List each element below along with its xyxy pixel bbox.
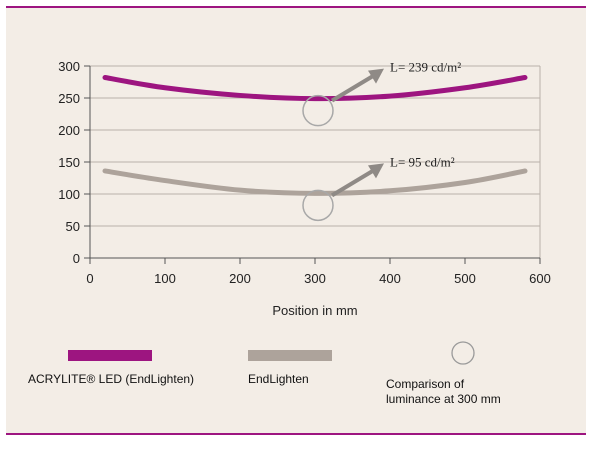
series-lines: [102, 75, 528, 196]
annotations: L= 239 cd/m² L= 95 cd/m²: [302, 60, 461, 222]
y-tick-label: 50: [66, 219, 80, 234]
x-axis-title: Position in mm: [272, 303, 357, 318]
legend-swatch-acrylite-led: [68, 350, 152, 361]
x-tick-label: 100: [154, 271, 176, 286]
grid: [90, 65, 541, 258]
arrow-head: [368, 163, 384, 179]
x-tick-label: 0: [86, 271, 93, 286]
comparison-circle: [302, 189, 334, 222]
axes: 0 50 100 150 200 250 300 0 100 200 300 400 500 600: [58, 59, 551, 286]
legend-label-comparison: Comparison of luminance at 300 mm: [386, 377, 501, 406]
annotation-label: L= 95 cd/m²: [390, 154, 455, 169]
x-tick-label: 500: [454, 271, 476, 286]
legend-swatch-endlighten: [248, 350, 332, 361]
legend: ACRYLITE® LED (EndLighten) EndLighten Comp…: [28, 341, 501, 406]
legend-label-acrylite-led: ACRYLITE® LED (EndLighten): [28, 372, 194, 386]
comparison-circle: [302, 94, 334, 127]
y-tick-label: 200: [58, 123, 80, 138]
x-tick-label: 400: [379, 271, 401, 286]
y-tick-label: 250: [58, 91, 80, 106]
x-tick-label: 300: [304, 271, 326, 286]
y-tick-label: 300: [58, 59, 80, 74]
y-tick-label: 150: [58, 155, 80, 170]
annotation-arrow: [330, 169, 374, 198]
y-tick-label: 100: [58, 187, 80, 202]
legend-label-endlighten: EndLighten: [248, 372, 309, 386]
x-tick-label: 600: [529, 271, 551, 286]
x-tick-label: 200: [229, 271, 251, 286]
y-tick-label: 0: [73, 251, 80, 266]
annotation-label: L= 239 cd/m²: [390, 60, 461, 75]
legend-circle-icon: [451, 341, 475, 365]
arrow-head: [368, 68, 384, 84]
annotation-arrow: [330, 74, 374, 103]
